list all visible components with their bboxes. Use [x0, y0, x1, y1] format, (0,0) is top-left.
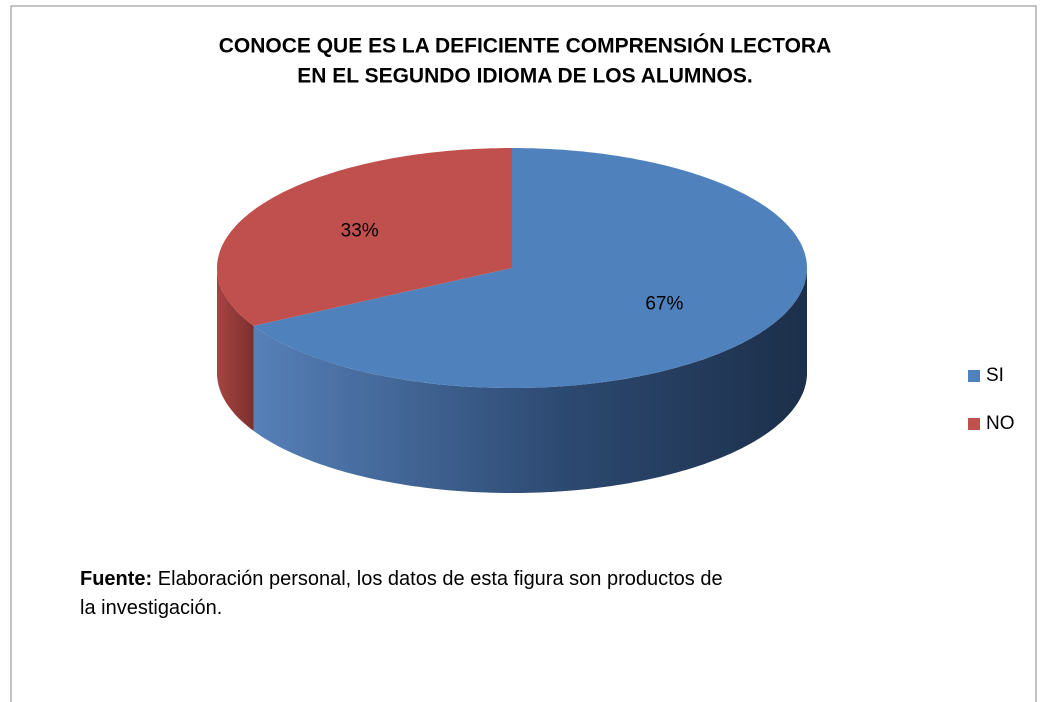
chart-border	[10, 5, 1037, 702]
source-note: Fuente: Elaboración personal, los datos …	[80, 565, 740, 623]
slice-side	[253, 268, 807, 493]
legend-swatch	[968, 370, 980, 382]
slice-side	[217, 268, 254, 431]
source-text: Elaboración personal, los datos de esta …	[80, 568, 723, 619]
source-label: Fuente:	[80, 568, 153, 590]
chart-title: CONOCE QUE ES LA DEFICIENTE COMPRENSIÓN …	[219, 34, 832, 58]
slice	[253, 148, 807, 388]
legend-label: SI	[986, 365, 1004, 386]
data-label: 33%	[341, 220, 379, 241]
legend-swatch	[968, 418, 980, 430]
slice	[217, 148, 512, 326]
chart-title: EN EL SEGUNDO IDIOMA DE LOS ALUMNOS.	[297, 65, 752, 88]
legend-label: NO	[986, 413, 1015, 434]
data-label: 67%	[645, 294, 683, 315]
